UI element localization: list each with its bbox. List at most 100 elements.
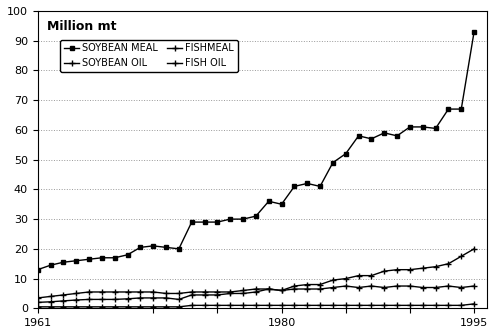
FISH OIL bbox=[202, 304, 208, 308]
FISHMEAL bbox=[150, 290, 156, 294]
FISH OIL bbox=[137, 305, 143, 309]
FISHMEAL bbox=[266, 287, 272, 291]
FISHMEAL bbox=[279, 288, 285, 292]
FISH OIL bbox=[432, 304, 438, 308]
FISHMEAL bbox=[445, 284, 451, 288]
FISH OIL bbox=[73, 305, 79, 309]
SOYBEAN MEAL bbox=[112, 256, 118, 260]
SOYBEAN MEAL bbox=[407, 125, 413, 129]
FISH OIL bbox=[471, 302, 477, 306]
FISH OIL bbox=[266, 304, 272, 308]
FISH OIL bbox=[163, 305, 169, 309]
SOYBEAN MEAL bbox=[73, 259, 79, 263]
FISH OIL bbox=[60, 305, 66, 309]
SOYBEAN OIL bbox=[355, 274, 361, 278]
FISH OIL bbox=[407, 304, 413, 308]
FISHMEAL bbox=[35, 296, 41, 300]
FISH OIL bbox=[445, 304, 451, 308]
SOYBEAN MEAL bbox=[227, 217, 233, 221]
SOYBEAN MEAL bbox=[176, 247, 182, 251]
SOYBEAN OIL bbox=[214, 293, 220, 297]
SOYBEAN OIL bbox=[432, 265, 438, 269]
SOYBEAN OIL bbox=[381, 269, 387, 273]
FISHMEAL bbox=[125, 290, 131, 294]
FISHMEAL bbox=[189, 290, 195, 294]
SOYBEAN OIL bbox=[240, 291, 246, 295]
FISHMEAL bbox=[176, 291, 182, 295]
SOYBEAN OIL bbox=[112, 297, 118, 302]
FISHMEAL bbox=[381, 285, 387, 289]
FISHMEAL bbox=[432, 285, 438, 289]
SOYBEAN OIL bbox=[163, 296, 169, 300]
FISHMEAL bbox=[407, 284, 413, 288]
FISH OIL bbox=[150, 305, 156, 309]
FISHMEAL bbox=[471, 284, 477, 288]
Line: FISHMEAL: FISHMEAL bbox=[35, 283, 477, 301]
SOYBEAN OIL bbox=[343, 277, 349, 281]
SOYBEAN MEAL bbox=[60, 260, 66, 264]
SOYBEAN OIL bbox=[99, 297, 105, 302]
SOYBEAN MEAL bbox=[458, 107, 464, 111]
Legend: SOYBEAN MEAL, SOYBEAN OIL, FISHMEAL, FISH OIL: SOYBEAN MEAL, SOYBEAN OIL, FISHMEAL, FIS… bbox=[61, 40, 238, 72]
FISH OIL bbox=[343, 304, 349, 308]
SOYBEAN OIL bbox=[176, 297, 182, 302]
FISHMEAL bbox=[368, 284, 374, 288]
SOYBEAN OIL bbox=[137, 296, 143, 300]
SOYBEAN MEAL bbox=[150, 244, 156, 248]
FISH OIL bbox=[112, 305, 118, 309]
SOYBEAN MEAL bbox=[202, 220, 208, 224]
SOYBEAN OIL bbox=[291, 284, 297, 288]
SOYBEAN OIL bbox=[266, 287, 272, 291]
SOYBEAN MEAL bbox=[445, 107, 451, 111]
SOYBEAN MEAL bbox=[279, 202, 285, 206]
FISH OIL bbox=[253, 304, 259, 308]
FISHMEAL bbox=[253, 287, 259, 291]
SOYBEAN OIL bbox=[48, 300, 54, 304]
FISHMEAL bbox=[214, 290, 220, 294]
SOYBEAN MEAL bbox=[99, 256, 105, 260]
FISHMEAL bbox=[60, 293, 66, 297]
SOYBEAN OIL bbox=[86, 297, 92, 302]
FISH OIL bbox=[291, 304, 297, 308]
FISH OIL bbox=[420, 304, 426, 308]
FISH OIL bbox=[176, 305, 182, 309]
FISHMEAL bbox=[458, 285, 464, 289]
FISH OIL bbox=[330, 304, 336, 308]
SOYBEAN OIL bbox=[202, 293, 208, 297]
SOYBEAN OIL bbox=[407, 268, 413, 272]
Line: SOYBEAN OIL: SOYBEAN OIL bbox=[35, 246, 477, 305]
FISH OIL bbox=[381, 304, 387, 308]
SOYBEAN OIL bbox=[458, 254, 464, 258]
SOYBEAN OIL bbox=[368, 274, 374, 278]
SOYBEAN OIL bbox=[150, 296, 156, 300]
FISH OIL bbox=[227, 304, 233, 308]
FISH OIL bbox=[355, 304, 361, 308]
SOYBEAN OIL bbox=[253, 290, 259, 294]
FISHMEAL bbox=[355, 285, 361, 289]
FISHMEAL bbox=[137, 290, 143, 294]
SOYBEAN MEAL bbox=[48, 263, 54, 267]
FISHMEAL bbox=[304, 287, 310, 291]
SOYBEAN OIL bbox=[35, 300, 41, 305]
SOYBEAN MEAL bbox=[189, 220, 195, 224]
SOYBEAN OIL bbox=[125, 297, 131, 301]
FISH OIL bbox=[240, 304, 246, 308]
SOYBEAN OIL bbox=[227, 291, 233, 295]
FISHMEAL bbox=[112, 290, 118, 294]
Text: Million mt: Million mt bbox=[47, 20, 116, 33]
FISH OIL bbox=[86, 305, 92, 309]
FISHMEAL bbox=[99, 290, 105, 294]
FISHMEAL bbox=[73, 291, 79, 295]
FISHMEAL bbox=[240, 288, 246, 292]
SOYBEAN OIL bbox=[73, 298, 79, 302]
FISHMEAL bbox=[343, 284, 349, 288]
FISH OIL bbox=[458, 304, 464, 308]
SOYBEAN OIL bbox=[445, 262, 451, 266]
SOYBEAN MEAL bbox=[420, 125, 426, 129]
FISH OIL bbox=[125, 305, 131, 309]
FISH OIL bbox=[279, 304, 285, 308]
FISHMEAL bbox=[86, 290, 92, 294]
FISH OIL bbox=[304, 304, 310, 308]
SOYBEAN MEAL bbox=[304, 182, 310, 186]
FISH OIL bbox=[214, 304, 220, 308]
